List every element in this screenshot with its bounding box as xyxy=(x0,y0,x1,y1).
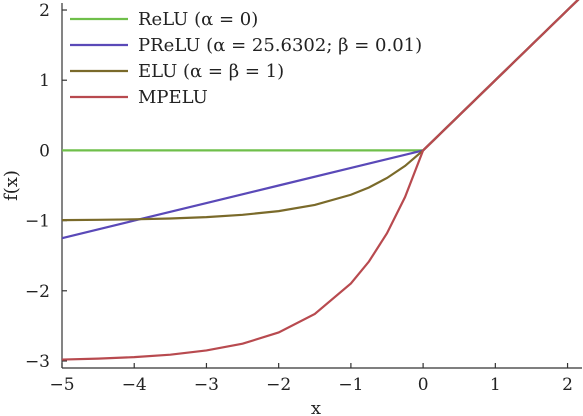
x-tick-label: −1 xyxy=(338,375,363,395)
series-layer xyxy=(61,0,580,361)
y-axis-label: f(x) xyxy=(1,170,22,201)
y-tick-label: 1 xyxy=(39,71,50,91)
y-tick-label: −2 xyxy=(25,282,50,302)
x-tick-label: −4 xyxy=(122,375,147,395)
axes: −5 −4 −3 −2 −1 0 1 2 −3 −2 −1 0 1 2 xyxy=(25,1,582,395)
y-tick-label: −3 xyxy=(25,352,50,372)
legend-label: ELU (α = β = 1) xyxy=(138,61,284,82)
y-tick-label: −1 xyxy=(25,212,50,232)
x-tick-label: −3 xyxy=(194,375,219,395)
legend-label: ReLU (α = 0) xyxy=(138,9,258,30)
x-tick-label: −5 xyxy=(49,375,74,395)
legend-label: PReLU (α = 25.6302; β = 0.01) xyxy=(138,35,422,56)
x-tick-label: 0 xyxy=(418,375,429,395)
legend-label: MPELU xyxy=(138,87,208,108)
y-tick-label: 0 xyxy=(39,141,50,161)
legend: ReLU (α = 0) PReLU (α = 25.6302; β = 0.01… xyxy=(70,9,422,108)
series-line-3 xyxy=(61,0,580,222)
x-tick-label: 1 xyxy=(490,375,501,395)
x-axis-label: x xyxy=(311,398,321,416)
x-tick-label: −2 xyxy=(266,375,291,395)
series-line-4 xyxy=(61,0,580,361)
y-tick-label: 2 xyxy=(39,1,50,21)
x-tick-label: 2 xyxy=(562,375,573,395)
